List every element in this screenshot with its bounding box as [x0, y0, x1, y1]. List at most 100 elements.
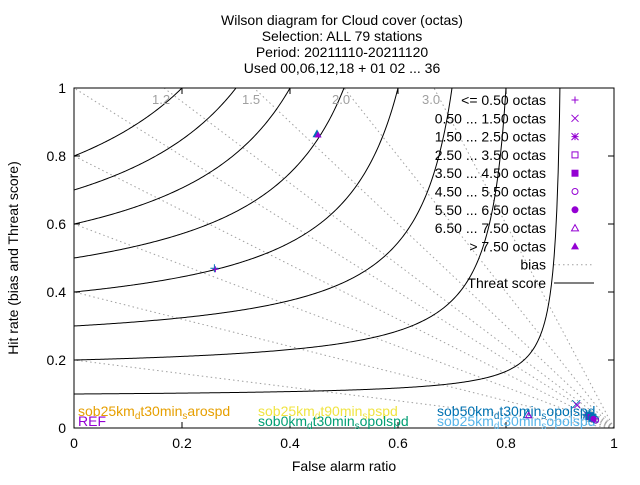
data-points [210, 129, 600, 424]
legend-marker-9 [571, 242, 579, 250]
legend-marker-6 [571, 188, 579, 195]
threat-curve-7 [74, 88, 237, 191]
experiment-label-1: REF [78, 413, 106, 429]
title-line-1: Wilson diagram for Cloud cover (octas) [221, 12, 463, 28]
y-tick-label-1: 0.2 [47, 352, 67, 368]
data-point-7 [588, 413, 597, 422]
legend-marker-1 [571, 96, 579, 104]
legend-label-6: 4.50 ... 5.50 octas [435, 184, 546, 200]
threat-curve-4 [74, 88, 399, 293]
data-point-8 [522, 409, 533, 419]
experiment-label-4-part-2: d [307, 421, 313, 432]
experiment-label-6-part-4: s [541, 421, 546, 432]
legend-label-2: 0.50 ... 1.50 octas [435, 110, 546, 126]
bias-line-low-3 [74, 223, 614, 428]
experiment-label-3-part-3: t90min [320, 403, 362, 419]
experiment-label-5: sob50kmdt30minsopolspd [437, 403, 595, 422]
experiment-label-3-part-2: d [315, 411, 321, 422]
experiment-label-2-part-5: arospd [187, 403, 230, 419]
threat-curve-3 [74, 88, 453, 327]
y-tick-label-4: 0.8 [47, 148, 67, 164]
experiment-label-5-part-1: sob50km [437, 403, 494, 419]
legend-label-5: 3.50 ... 4.50 octas [435, 165, 546, 181]
data-point-2 [571, 399, 581, 409]
legend-marker-8 [570, 223, 580, 232]
legend-label-1: <= 0.50 octas [461, 92, 546, 108]
title-line-2: Selection: ALL 79 stations [262, 28, 423, 44]
legend-label-9: > 7.50 octas [469, 238, 546, 254]
legend-label-7: 5.50 ... 6.50 octas [435, 202, 546, 218]
plot-frame [73, 87, 615, 429]
x-tick-label-3: 0.6 [388, 435, 408, 451]
experiment-label-4-part-3: t30min [313, 413, 355, 429]
y-tick-label-5: 1 [58, 80, 66, 96]
experiment-label-6: sob25kmdt30minsopolspd [437, 413, 595, 432]
bias-label-3: 2.0 [332, 92, 350, 107]
x-tick-label-1: 0.2 [172, 435, 192, 451]
bias-label-4: 3.0 [422, 92, 440, 107]
axis-ticks: 0 0.2 0.4 0.6 0.8 1 0 0.2 0.4 0.6 0.8 1 [47, 80, 619, 451]
bias-label-2: 1.5 [242, 92, 260, 107]
legend-label-11: Threat score [467, 275, 546, 291]
bias-labels: 1.2 1.5 2.0 3.0 [152, 92, 440, 107]
threat-curve-5 [74, 88, 345, 259]
bias-line-low-2 [74, 291, 614, 428]
bias-label-1: 1.2 [152, 92, 170, 107]
experiment-label-4-part-1: sob0km [258, 413, 307, 429]
experiment-label-3-part-4: s [362, 411, 367, 422]
experiment-label-3: sob25kmdt90minspspd [258, 403, 398, 422]
experiment-label-5-part-3: t30min [499, 403, 541, 419]
y-tick-label-2: 0.4 [47, 284, 67, 300]
chart-title: Wilson diagram for Cloud cover (octas)Se… [221, 12, 463, 76]
experiment-label-2-part-3: t30min [140, 403, 182, 419]
y-tick-label-0: 0 [58, 420, 66, 436]
experiment-label-2-part-2: d [135, 411, 141, 422]
experiment-label-4: sob0kmdt30minsopolspd [258, 413, 409, 432]
title-line-4: Used 00,06,12,18 + 01 02 ... 36 [244, 60, 441, 76]
legend-label-4: 2.50 ... 3.50 octas [435, 147, 546, 163]
experiment-label-3-part-5: pspd [367, 403, 397, 419]
y-axis-label: Hit rate (bias and Threat score) [5, 161, 21, 355]
experiment-label-1-part-1: REF [78, 413, 106, 429]
title-line-3: Period: 20211110-20211120 [256, 44, 429, 60]
experiment-label-5-part-2: d [494, 411, 500, 422]
threat-curve-8 [74, 88, 183, 157]
legend-label-8: 6.50 ... 7.50 octas [435, 220, 546, 236]
experiment-label-4-part-5: opolspd [360, 413, 409, 429]
experiment-label-6-part-5: opolspd [546, 413, 595, 429]
bias-line-4 [433, 88, 614, 428]
bias-line-2 [253, 88, 614, 428]
experiment-label-2-part-1: sob25km [78, 403, 135, 419]
experiment-label-2: sob25kmdt30minsarospd [78, 403, 230, 422]
legend-marker-2 [571, 114, 579, 123]
legend-marker-7 [571, 206, 579, 214]
experiment-label-3-part-1: sob25km [258, 403, 315, 419]
data-point-1 [210, 264, 219, 273]
experiment-label-6-part-2: d [494, 421, 500, 432]
legend: <= 0.50 octas 0.50 ... 1.50 octas 1.50 ...… [435, 92, 594, 291]
legend-label-10: bias [520, 257, 546, 273]
bias-line-low-4 [74, 155, 614, 428]
bias-line-low-5 [74, 88, 614, 428]
legend-label-3: 1.50 ... 2.50 octas [435, 129, 546, 145]
legend-marker-4 [571, 151, 579, 159]
experiment-label-6-part-3: t30min [499, 413, 541, 429]
bias-line-1 [163, 88, 614, 428]
experiment-label-6-part-1: sob25km [437, 413, 494, 429]
threat-curve-6 [74, 88, 291, 225]
threat-curve-1 [74, 88, 561, 395]
x-tick-label-5: 1 [610, 435, 618, 451]
legend-marker-3 [571, 132, 579, 141]
x-axis-label: False alarm ratio [292, 458, 396, 474]
experiment-label-5-part-4: s [541, 411, 546, 422]
legend-marker-5 [571, 169, 579, 177]
experiment-label-2-part-4: s [182, 411, 187, 422]
x-tick-label-2: 0.4 [280, 435, 300, 451]
y-tick-label-3: 0.6 [47, 216, 67, 232]
threat-curve-2 [74, 88, 507, 361]
x-tick-label-0: 0 [70, 435, 78, 451]
data-point-9 [312, 129, 322, 138]
